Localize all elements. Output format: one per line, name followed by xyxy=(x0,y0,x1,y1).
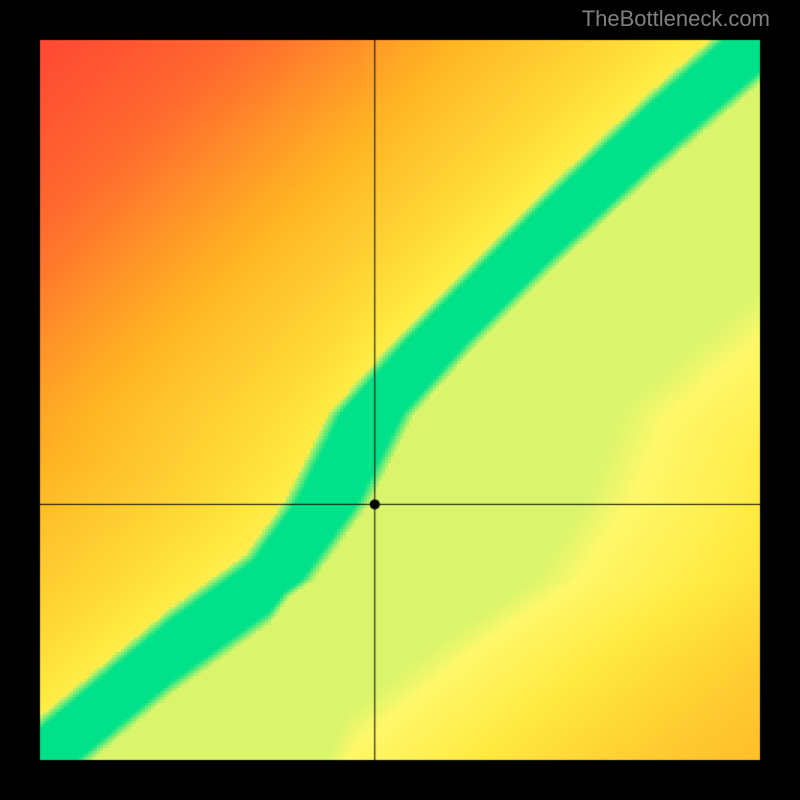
chart-stage: TheBottleneck.com xyxy=(0,0,800,800)
watermark-label: TheBottleneck.com xyxy=(582,6,770,32)
bottleneck-heatmap xyxy=(0,0,800,800)
